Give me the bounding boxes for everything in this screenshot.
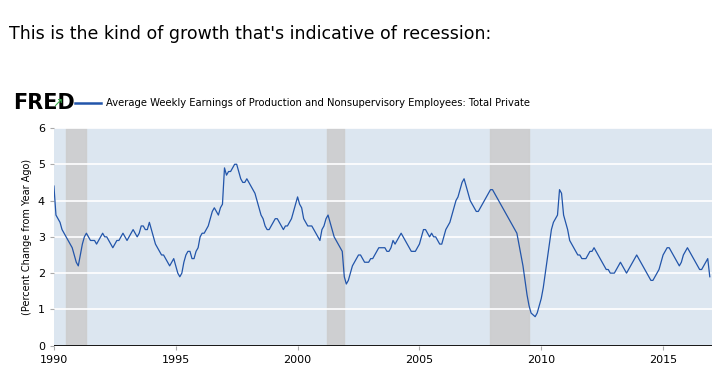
Text: This is the kind of growth that's indicative of recession:: This is the kind of growth that's indica… — [9, 25, 491, 44]
Text: Average Weekly Earnings of Production and Nonsupervisory Employees: Total Privat: Average Weekly Earnings of Production an… — [106, 98, 531, 108]
Text: ↗: ↗ — [52, 97, 63, 110]
Y-axis label: (Percent Change from Year Ago): (Percent Change from Year Ago) — [22, 159, 32, 315]
Bar — [66, 128, 86, 346]
Bar — [327, 128, 344, 346]
Text: FRED: FRED — [13, 93, 75, 113]
Bar — [490, 128, 529, 346]
